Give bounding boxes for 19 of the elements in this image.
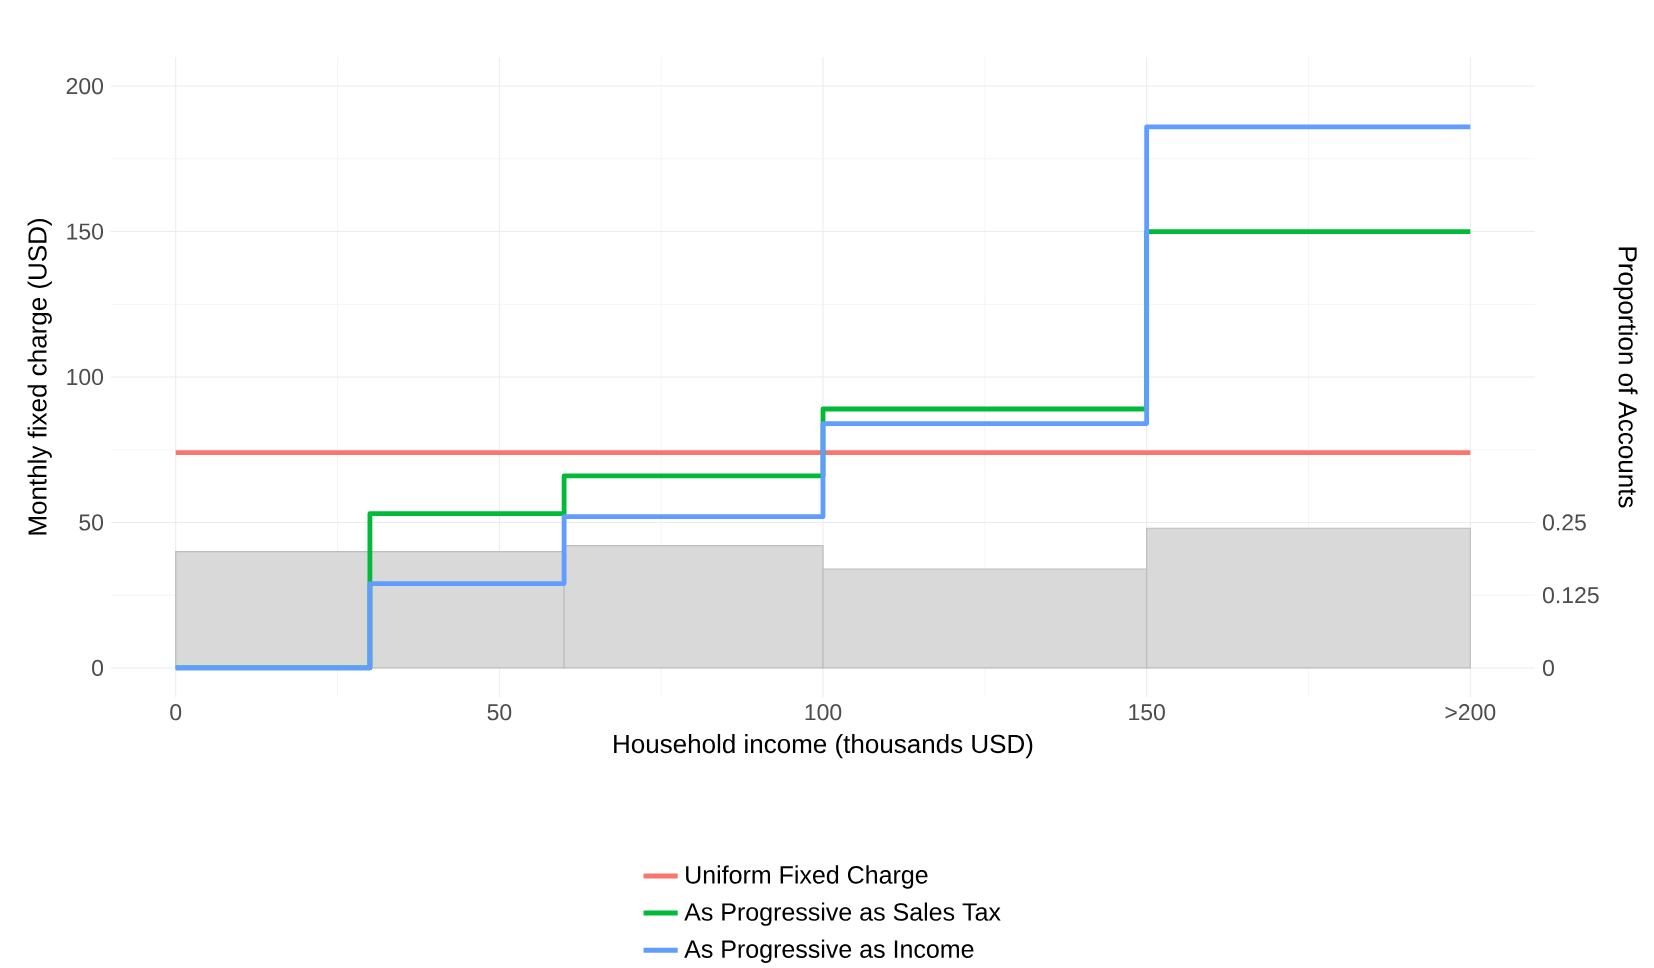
x-tick-label: 50 xyxy=(487,704,512,721)
y-tick-label: 0 xyxy=(92,659,104,677)
x-axis-title: Household income (thousands USD) xyxy=(614,734,1033,759)
y2-tick-label: 0 xyxy=(1542,659,1554,677)
y-tick-label: 50 xyxy=(79,514,104,531)
y2-tick-label: 0.25 xyxy=(1542,514,1586,531)
x-tick-label: 150 xyxy=(1129,704,1165,721)
x-tick-label: >200 xyxy=(1445,704,1496,721)
y-tick-label: 150 xyxy=(67,223,104,240)
y2-tick-label: 0.125 xyxy=(1542,587,1599,604)
legend-label: Uniform Fixed Charge xyxy=(686,865,928,889)
y-tick-label: 200 xyxy=(66,77,104,95)
x-tick-label: 100 xyxy=(805,704,842,721)
legend-label: As Progressive as Sales Tax xyxy=(684,902,1001,926)
y2-axis-title: Proportion of Accounts xyxy=(1613,247,1638,508)
legend-label: As Progressive as Income xyxy=(684,939,974,963)
y-tick-label: 100 xyxy=(67,368,104,386)
y-axis-title: Monthly fixed charge (USD) xyxy=(27,218,52,535)
x-tick-label: 0 xyxy=(170,704,182,721)
